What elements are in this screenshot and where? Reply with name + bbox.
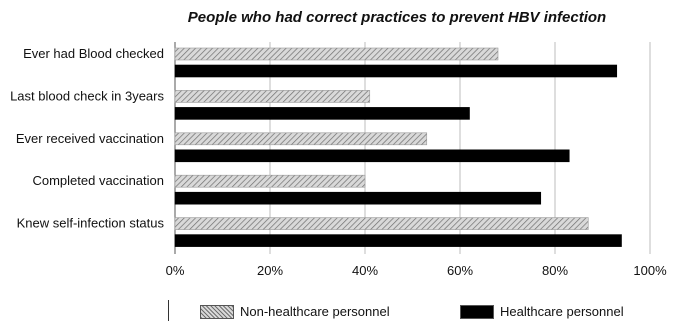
chart-title: People who had correct practices to prev…	[187, 9, 607, 26]
bar-non-healthcare	[174, 90, 371, 103]
bar-non-healthcare	[174, 174, 366, 188]
category-label: Last blood check in 3years	[10, 88, 164, 103]
bar-healthcare	[174, 149, 570, 163]
legend-swatch-solid	[460, 304, 494, 319]
bar-healthcare	[174, 191, 542, 205]
x-tick-label: 60%	[447, 263, 473, 278]
category-label: Knew self-infection status	[17, 216, 165, 231]
category-label: Ever had Blood checked	[23, 46, 164, 61]
category-label: Completed vaccination	[32, 173, 164, 188]
legend-label-healthcare: Healthcare personnel	[500, 304, 624, 319]
legend-item-non-healthcare: Non-healthcare personnel	[200, 304, 390, 319]
bar-healthcare	[174, 64, 618, 78]
bar-non-healthcare	[174, 217, 589, 230]
bar-non-healthcare	[174, 132, 428, 146]
legend-divider	[168, 300, 169, 321]
bar-chart: 0% 20% 40% 60% 80% 100% Ever had Blood checked…	[10, 42, 667, 278]
category-label: Ever received vaccination	[16, 131, 164, 146]
x-tick-label: 0%	[166, 263, 185, 278]
bar-healthcare	[174, 234, 622, 247]
x-tick-label: 20%	[257, 263, 283, 278]
legend-label-non-healthcare: Non-healthcare personnel	[240, 304, 390, 319]
x-tick-label: 100%	[633, 263, 667, 278]
x-tick-label: 80%	[542, 263, 568, 278]
x-tick-label: 40%	[352, 263, 378, 278]
bar-non-healthcare	[174, 47, 499, 61]
legend-swatch-hatched	[200, 304, 234, 319]
bar-healthcare	[174, 107, 470, 120]
legend: Non-healthcare personnel Healthcare pers…	[168, 300, 678, 321]
legend-item-healthcare: Healthcare personnel	[460, 304, 624, 319]
